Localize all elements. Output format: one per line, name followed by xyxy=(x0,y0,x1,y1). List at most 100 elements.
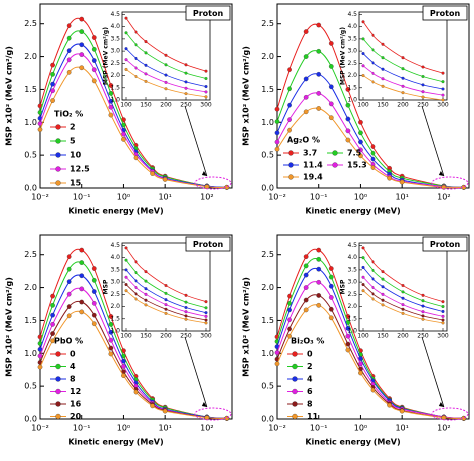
inset-x-tick-label: 250 xyxy=(180,333,192,340)
data-point xyxy=(50,331,55,336)
inset-point xyxy=(361,52,365,56)
inset-y-tick-label: 2.0 xyxy=(347,72,357,79)
inset-point xyxy=(184,300,188,304)
data-point xyxy=(50,312,55,318)
data-point xyxy=(79,273,85,279)
x-axis-label: Kinetic energy (MeV) xyxy=(305,438,400,447)
data-point xyxy=(66,35,72,41)
legend-marker xyxy=(55,363,61,370)
inset-y-tick-label: 4.5 xyxy=(110,11,120,18)
zoom-arrow xyxy=(184,105,208,177)
inset-point xyxy=(204,300,208,304)
legend-label: 6 xyxy=(307,387,313,396)
data-point xyxy=(91,289,97,294)
y-tick-label: 0.5 xyxy=(24,382,37,391)
y-tick-label: 0.0 xyxy=(24,184,37,193)
annotation-box xyxy=(185,236,231,252)
y-tick-label: 0.5 xyxy=(261,382,274,391)
inset-y-tick-label: 4.5 xyxy=(110,242,120,249)
inset-point xyxy=(371,297,375,301)
annotation-box xyxy=(185,5,231,21)
data-point xyxy=(66,304,72,309)
inset-y-tick-label: 3.0 xyxy=(110,48,120,55)
data-point xyxy=(345,325,351,331)
inset-point xyxy=(134,66,138,70)
inset-point xyxy=(184,92,188,96)
legend-marker xyxy=(55,413,61,420)
data-point xyxy=(91,277,97,283)
legend-marker xyxy=(332,162,338,168)
legend-marker xyxy=(292,413,298,420)
data-point xyxy=(370,144,376,149)
data-point xyxy=(316,91,322,96)
legend-label: 15 xyxy=(70,179,82,188)
data-point xyxy=(91,67,97,73)
inset-point xyxy=(381,298,385,302)
y-tick-label: 1.5 xyxy=(261,85,274,94)
y-axis-label: MSP x10² (MeV cm²/g) xyxy=(5,46,14,146)
data-point xyxy=(91,46,97,52)
inset-point xyxy=(164,80,168,84)
inset-x-tick-label: 200 xyxy=(397,333,409,340)
data-point xyxy=(387,175,392,181)
inset-point xyxy=(381,67,385,71)
data-point xyxy=(79,260,85,265)
data-point xyxy=(274,130,280,136)
data-point xyxy=(79,42,85,48)
data-point xyxy=(66,313,72,319)
data-point xyxy=(133,155,139,161)
data-point xyxy=(121,131,126,137)
data-point xyxy=(328,64,334,69)
inset-point xyxy=(184,310,188,314)
inset-y-tick-label: 1.5 xyxy=(110,84,120,91)
inset-point xyxy=(164,87,168,91)
data-point xyxy=(91,58,97,63)
data-point xyxy=(50,302,55,308)
inset-point xyxy=(441,314,445,318)
inset-point xyxy=(164,307,168,311)
y-tick-label: 2.5 xyxy=(261,250,274,259)
data-point xyxy=(50,338,55,344)
data-point xyxy=(316,302,322,308)
inset-point xyxy=(441,80,445,84)
plot-frame xyxy=(39,3,233,189)
inset-point xyxy=(441,321,445,325)
inset-point xyxy=(204,90,208,94)
inset-y-tick-label: 1.0 xyxy=(110,328,120,335)
series-line xyxy=(39,17,227,188)
inset-point xyxy=(134,297,138,301)
y-tick-label: 2.0 xyxy=(261,283,274,292)
inset-x-tick-label: 300 xyxy=(200,333,212,340)
y-tick-label: 0.0 xyxy=(261,415,274,424)
inset-point xyxy=(401,296,405,300)
data-point xyxy=(316,48,322,54)
inset-point xyxy=(164,298,168,302)
data-point xyxy=(358,361,363,367)
legend-label: 16 xyxy=(70,400,82,409)
data-point xyxy=(66,69,72,75)
inset-point xyxy=(401,67,405,71)
legend-label: 4 xyxy=(307,375,313,384)
data-point xyxy=(303,29,309,34)
inset-point xyxy=(164,284,168,288)
inset-y-tick-label: 2.0 xyxy=(110,72,120,79)
data-point xyxy=(121,364,126,369)
inset-y-tick-label: 2.0 xyxy=(110,303,120,310)
inset-point xyxy=(124,275,128,279)
zoom-region xyxy=(431,176,469,190)
data-point xyxy=(108,322,114,327)
zoom-arrow xyxy=(421,336,445,408)
zoom-region xyxy=(431,407,469,421)
data-point xyxy=(162,408,168,414)
inset-y-label: MSP (MeV cm²/g) xyxy=(103,27,110,85)
series-line xyxy=(39,30,227,188)
data-point xyxy=(79,52,85,57)
legend-marker xyxy=(55,180,61,186)
inset-x-tick-label: 250 xyxy=(417,102,429,109)
legend-marker xyxy=(55,138,61,144)
inset-point xyxy=(144,72,148,76)
legend-title: TiO₂ % xyxy=(54,110,83,119)
legend-label: 10 xyxy=(70,151,82,160)
data-point xyxy=(328,283,334,289)
